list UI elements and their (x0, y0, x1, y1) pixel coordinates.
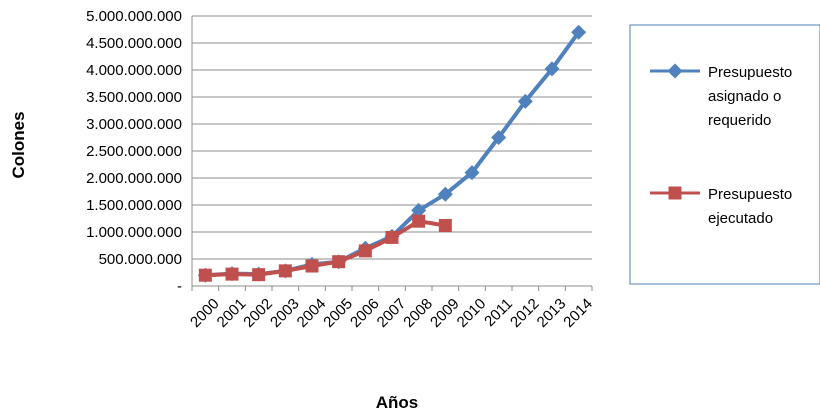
legend-label: requerido (708, 112, 771, 129)
axes (191, 16, 593, 291)
legend-label: ejecutado (708, 210, 773, 227)
x-tick-label: 2000 (187, 295, 223, 331)
y-tick-label: 2.000.000.000 (86, 170, 182, 187)
y-tick-label: 2.500.000.000 (86, 143, 182, 160)
data-point (517, 93, 533, 109)
x-tick-label: 2011 (481, 295, 516, 330)
y-tick-label: 3.000.000.000 (86, 116, 182, 133)
data-point (225, 267, 239, 281)
legend-swatch-marker (667, 63, 683, 79)
y-tick-label: 3.500.000.000 (86, 89, 182, 106)
data-point (412, 214, 426, 228)
data-point (358, 244, 372, 258)
data-point (437, 186, 453, 202)
data-point (385, 230, 399, 244)
x-tick-label: 2009 (427, 295, 463, 331)
x-tick-label: 2003 (267, 295, 303, 331)
x-tick-label: 2014 (560, 295, 596, 331)
x-tick-label: 2007 (374, 295, 410, 331)
x-tick-labels: 2000200120022003200420052006200720082009… (187, 295, 596, 331)
data-point (544, 61, 560, 77)
x-tick-label: 2004 (294, 295, 330, 331)
data-point (571, 24, 587, 40)
legend-box (629, 24, 820, 285)
x-tick-label: 2002 (240, 295, 276, 331)
x-tick-label: 2013 (534, 295, 570, 331)
y-tick-label: 4.500.000.000 (86, 35, 182, 52)
y-tick-label: 5.000.000.000 (86, 8, 182, 25)
y-tick-label: - (177, 278, 182, 295)
x-tick-label: 2010 (454, 295, 490, 331)
data-point (332, 255, 346, 269)
data-point (252, 268, 266, 282)
legend: Presupuesto asignado o requerido Presupuest… (629, 24, 820, 285)
data-point (198, 268, 212, 282)
grid-lines (192, 15, 592, 260)
x-tick-label: 2001 (214, 295, 250, 331)
series-presupuesto-ejecutado (198, 214, 452, 282)
data-point (464, 165, 480, 181)
y-axis-title: Colones (9, 111, 28, 178)
series-presupuesto-asignado (197, 24, 587, 283)
x-tick-label: 2008 (400, 295, 436, 331)
series-layer (197, 24, 587, 283)
legend-swatch-marker (668, 186, 682, 200)
data-point (278, 264, 292, 278)
x-tick-label: 2006 (347, 295, 383, 331)
y-tick-label: 1.000.000.000 (86, 224, 182, 241)
series-line (203, 219, 448, 278)
y-tick-label: 4.000.000.000 (86, 62, 182, 79)
x-tick-label: 2012 (507, 295, 543, 331)
y-tick-label: 1.500.000.000 (86, 197, 182, 214)
legend-label: asignado o (708, 88, 781, 105)
data-point (491, 130, 507, 145)
y-tick-labels: - 500.000.000 1.000.000.000 1.500.000.000 2.… (86, 8, 182, 295)
data-point (305, 259, 319, 273)
x-axis-title: Años (376, 393, 419, 412)
data-point (438, 219, 452, 233)
legend-label: Presupuesto (708, 186, 792, 203)
legend-label: Presupuesto (708, 64, 792, 81)
x-tick-label: 2005 (320, 295, 356, 331)
data-point (411, 202, 427, 218)
y-tick-label: 500.000.000 (99, 251, 182, 268)
